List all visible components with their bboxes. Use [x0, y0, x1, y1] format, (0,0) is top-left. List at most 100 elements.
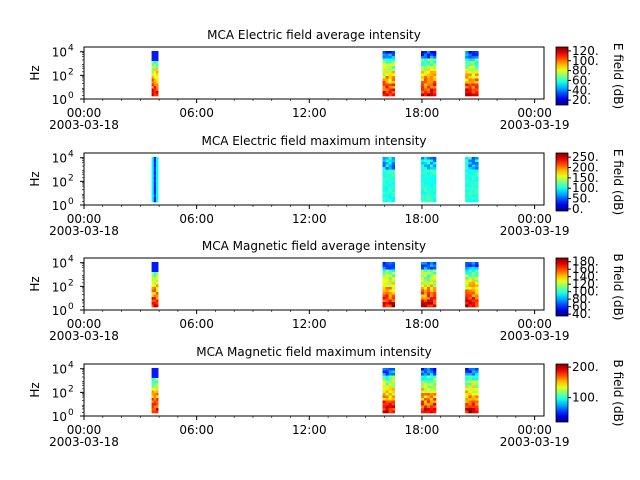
spectrogram-cell [433, 187, 437, 190]
spectrogram-cell [465, 179, 469, 183]
spectrogram-cell [471, 167, 476, 170]
spectrogram-cell [382, 287, 386, 290]
spectrogram-cell [153, 177, 157, 180]
spectrogram-cell [430, 373, 434, 376]
spectrogram-cell [382, 61, 386, 64]
spectrogram-cell [388, 61, 392, 64]
spectrogram-cell [424, 68, 428, 72]
spectrogram-cell [382, 294, 386, 298]
spectrogram-cell [421, 81, 425, 84]
spectrogram-cell [475, 302, 479, 305]
spectrogram-cell [388, 63, 392, 67]
spectrogram-cell [427, 199, 431, 203]
spectrogram-cell [382, 81, 386, 84]
spectrogram-cell [385, 182, 389, 185]
spectrogram-cell [430, 390, 434, 394]
spectrogram-cell [391, 287, 396, 290]
spectrogram-cell [155, 71, 159, 74]
spectrogram-cell [385, 157, 389, 160]
spectrogram-cell [465, 277, 469, 280]
spectrogram-cell [433, 61, 437, 64]
spectrogram-cell [153, 287, 157, 290]
spectrogram-cell [427, 284, 431, 288]
spectrogram-cell [468, 66, 473, 69]
spectrogram-cell [427, 277, 431, 280]
colorbar-tick-label: 200. [572, 360, 599, 374]
spectrogram-cell [475, 269, 479, 273]
spectrogram-block-3 [421, 368, 437, 414]
spectrogram-cell [475, 86, 479, 89]
spectrogram-cell [385, 174, 389, 178]
spectrogram-cell [388, 182, 392, 185]
spectrogram-cell [391, 264, 396, 268]
x-date-label: 2003-03-19 [500, 435, 570, 449]
spectrogram-cell [430, 297, 434, 300]
spectrogram-cell [468, 297, 473, 300]
spectrogram-cell [421, 297, 425, 300]
spectrogram-cell [465, 189, 469, 193]
spectrogram-cell [475, 378, 479, 381]
spectrogram-cell [151, 78, 155, 82]
spectrogram-cell [388, 81, 392, 84]
spectrogram-cell [427, 63, 431, 67]
spectrogram-cell [465, 162, 469, 165]
spectrogram-cell [430, 368, 434, 371]
spectrogram-cell [465, 172, 469, 175]
spectrogram-cell [385, 383, 389, 386]
spectrogram-cell [385, 403, 389, 406]
spectrogram-cell [430, 51, 434, 54]
spectrogram-cell [388, 86, 392, 89]
spectrogram-cell [388, 380, 392, 384]
spectrogram-cell [385, 187, 389, 190]
spectrogram-cell [153, 174, 157, 178]
spectrogram-cell [155, 405, 159, 409]
spectrogram-cell [151, 73, 155, 77]
spectrogram-cell [385, 61, 389, 64]
spectrogram-cell [151, 187, 155, 190]
spectrogram-cell [421, 174, 425, 178]
spectrogram-cell [475, 76, 479, 79]
spectrogram-cell [433, 194, 437, 198]
spectrogram-cell [468, 287, 473, 290]
spectrogram-cell [155, 282, 159, 285]
spectrogram-cell [153, 302, 157, 305]
spectrogram-cell [153, 284, 157, 288]
y-axis-label: Hz [28, 65, 42, 80]
spectrogram-cell [430, 378, 434, 381]
spectrogram-cell [471, 269, 476, 273]
spectrogram-cell [427, 68, 431, 72]
spectrogram-cell [382, 71, 386, 74]
spectrogram-cell [424, 78, 428, 82]
spectrogram-cell [421, 159, 425, 163]
spectrogram-cell [424, 177, 428, 180]
spectrogram-cell [155, 174, 159, 178]
spectrogram-cell [421, 385, 425, 389]
spectrogram-cell [385, 93, 389, 97]
spectrogram-cell [155, 81, 159, 84]
spectrogram-cell [391, 53, 396, 57]
plot-frame [83, 257, 545, 311]
spectrogram-cell [153, 164, 157, 168]
spectrogram-cell [421, 370, 425, 374]
spectrogram-cell [153, 83, 157, 87]
spectrogram-cell [155, 287, 159, 290]
spectrogram-cell [468, 53, 473, 57]
y-axis-label: Hz [28, 171, 42, 186]
spectrogram-cell [468, 383, 473, 386]
spectrogram-cell [151, 157, 155, 160]
spectrogram-cell [151, 370, 155, 374]
spectrogram-cell [151, 192, 155, 195]
spectrogram-block-1 [151, 51, 159, 97]
spectrogram-cell [151, 179, 155, 183]
spectrogram-cell [421, 284, 425, 288]
spectrogram-cell [475, 368, 479, 371]
spectrogram-cell [391, 81, 396, 84]
spectrogram-cell [475, 172, 479, 175]
spectrogram-cell [388, 405, 392, 409]
spectrogram-cell [471, 294, 476, 298]
spectrogram-cell [385, 380, 389, 384]
y-tick-label: 10 [52, 93, 67, 107]
spectrogram-cell [427, 71, 431, 74]
spectrogram-cell [391, 177, 396, 180]
spectrogram-cell [465, 274, 469, 278]
